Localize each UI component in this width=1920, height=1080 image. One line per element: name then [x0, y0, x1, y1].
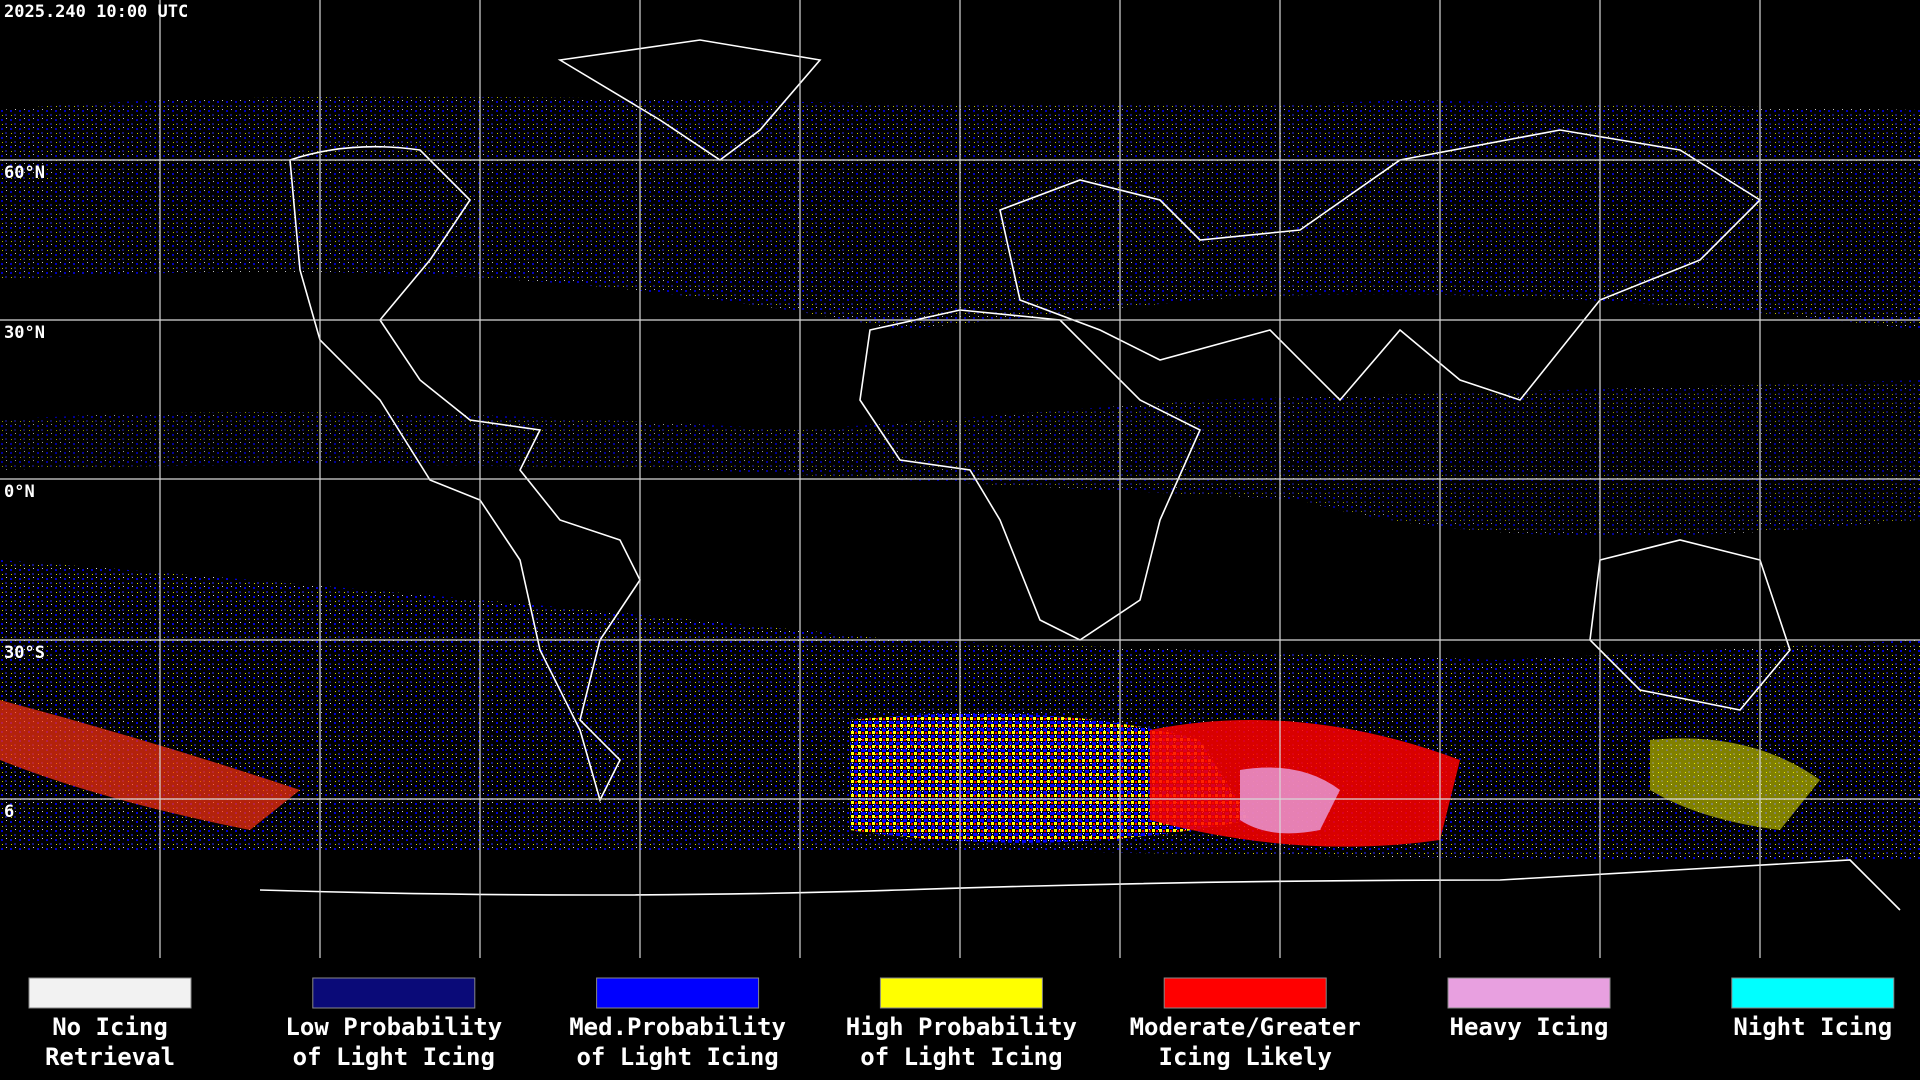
latitude-label: 60°N: [4, 163, 45, 183]
legend-label: Med.Probability: [569, 1013, 786, 1041]
legend-swatch: [28, 977, 192, 1009]
latitude-labels: 60°N 30°N 0°N 30°S 6: [4, 163, 45, 822]
legend-label: Retrieval: [45, 1043, 175, 1071]
legend-label: Moderate/Greater: [1130, 1013, 1361, 1041]
legend-label: Night Icing: [1733, 1013, 1892, 1041]
latitude-label: 0°N: [4, 482, 35, 502]
legend-label: of Light Icing: [576, 1043, 778, 1071]
legend-label: Heavy Icing: [1450, 1013, 1609, 1041]
legend-label: Icing Likely: [1159, 1043, 1332, 1071]
legend-swatch: [879, 977, 1043, 1009]
graticule: [0, 0, 1920, 958]
legend-label: High Probability: [846, 1013, 1077, 1041]
latitude-label: 30°N: [4, 323, 45, 343]
legend-swatch: [1447, 977, 1611, 1009]
coastlines: [259, 39, 1901, 911]
latitude-label: 30°S: [4, 643, 45, 663]
legend-swatch: [312, 977, 476, 1009]
legend-label: Low Probability: [285, 1013, 502, 1041]
legend-label: of Light Icing: [860, 1043, 1062, 1071]
legend-swatch: [596, 977, 760, 1009]
legend-label: No Icing: [52, 1013, 168, 1041]
legend-swatch: [1731, 977, 1895, 1009]
legend-swatch: [1163, 977, 1327, 1009]
timestamp: 2025.240 10:00 UTC: [4, 2, 188, 22]
legend-label: of Light Icing: [293, 1043, 495, 1071]
latitude-label: 6: [4, 802, 14, 822]
